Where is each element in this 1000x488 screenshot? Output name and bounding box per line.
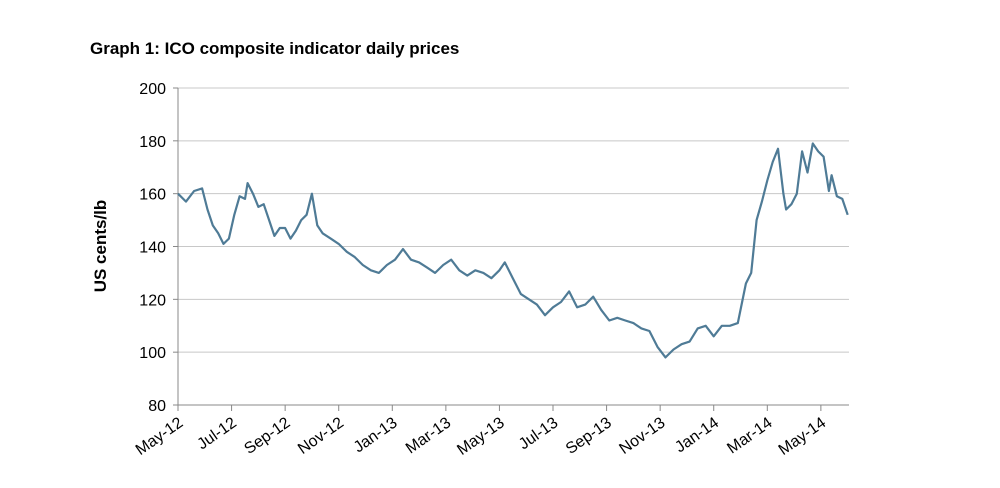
x-tick-label: Jul-12: [194, 414, 240, 453]
y-tick-label: 180: [139, 134, 166, 151]
x-tick-label: Jan-14: [672, 414, 722, 456]
y-tick-label: 160: [139, 187, 166, 204]
price-line: [177, 142, 849, 359]
x-tick-label: Sep-12: [241, 414, 293, 458]
chart-title: Graph 1: ICO composite indicator daily p…: [90, 39, 459, 58]
y-tick-label: 140: [139, 240, 166, 257]
y-tick-label: 200: [139, 81, 166, 98]
y-tick-label: 80: [148, 398, 166, 415]
x-tick-label: Mar-14: [724, 414, 775, 457]
x-tick-label: Jan-13: [351, 414, 401, 456]
x-tick-label: Sep-13: [563, 414, 615, 458]
y-axis-label: US cents/lb: [91, 200, 110, 293]
x-tick-label: Nov-12: [295, 414, 347, 458]
x-tick-label: Nov-13: [616, 414, 668, 458]
x-tick-label: Mar-13: [403, 414, 454, 457]
x-tick-label: Jul-13: [516, 414, 562, 453]
x-tick-label: May-14: [776, 414, 830, 459]
x-tick-label: May-12: [133, 414, 187, 459]
y-tick-label: 100: [139, 345, 166, 362]
x-tick-label: May-13: [454, 414, 508, 459]
y-tick-label: 120: [139, 292, 166, 309]
